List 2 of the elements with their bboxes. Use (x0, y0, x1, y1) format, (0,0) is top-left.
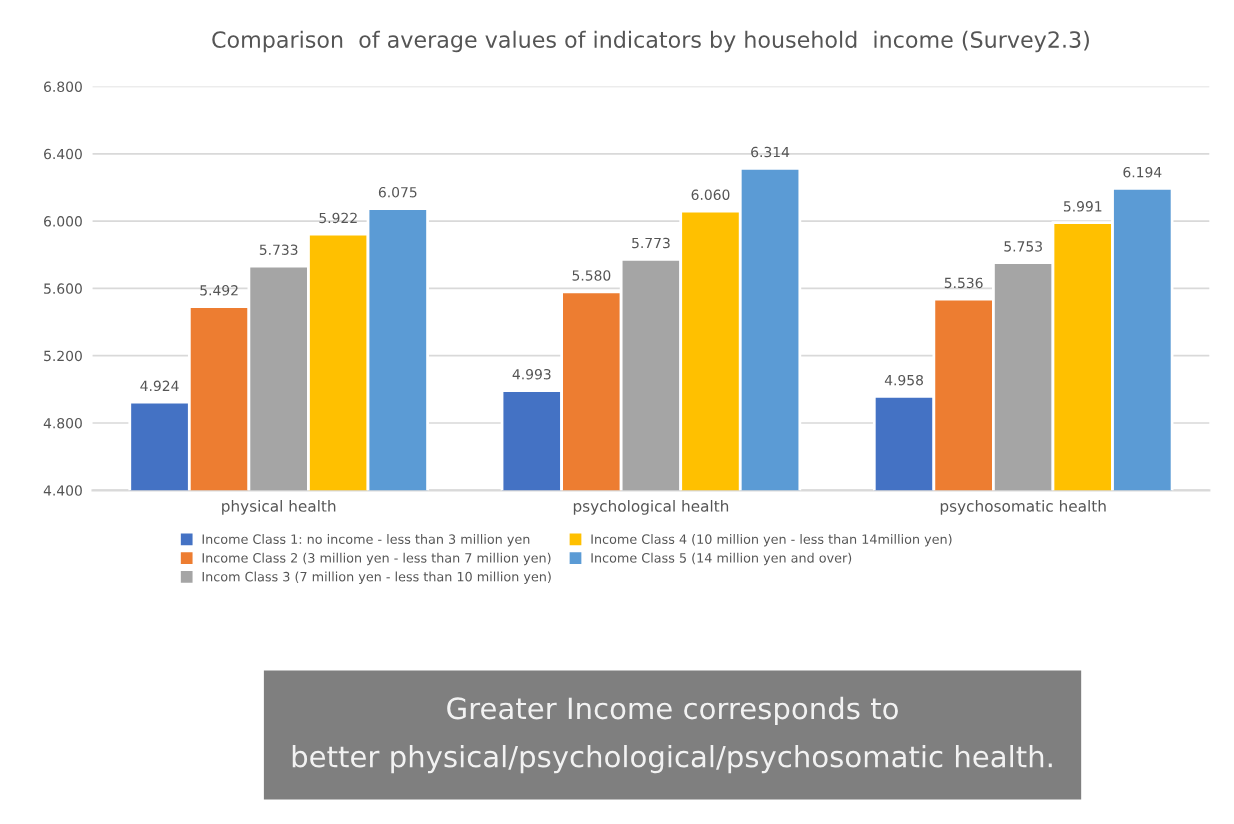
chart-title: Comparison of average values of indicators by household income (Survey2.3) (212, 30, 1089, 53)
text: Greater Income corresponds to better physical/psychological/psychosomatic health. (292, 696, 1052, 774)
